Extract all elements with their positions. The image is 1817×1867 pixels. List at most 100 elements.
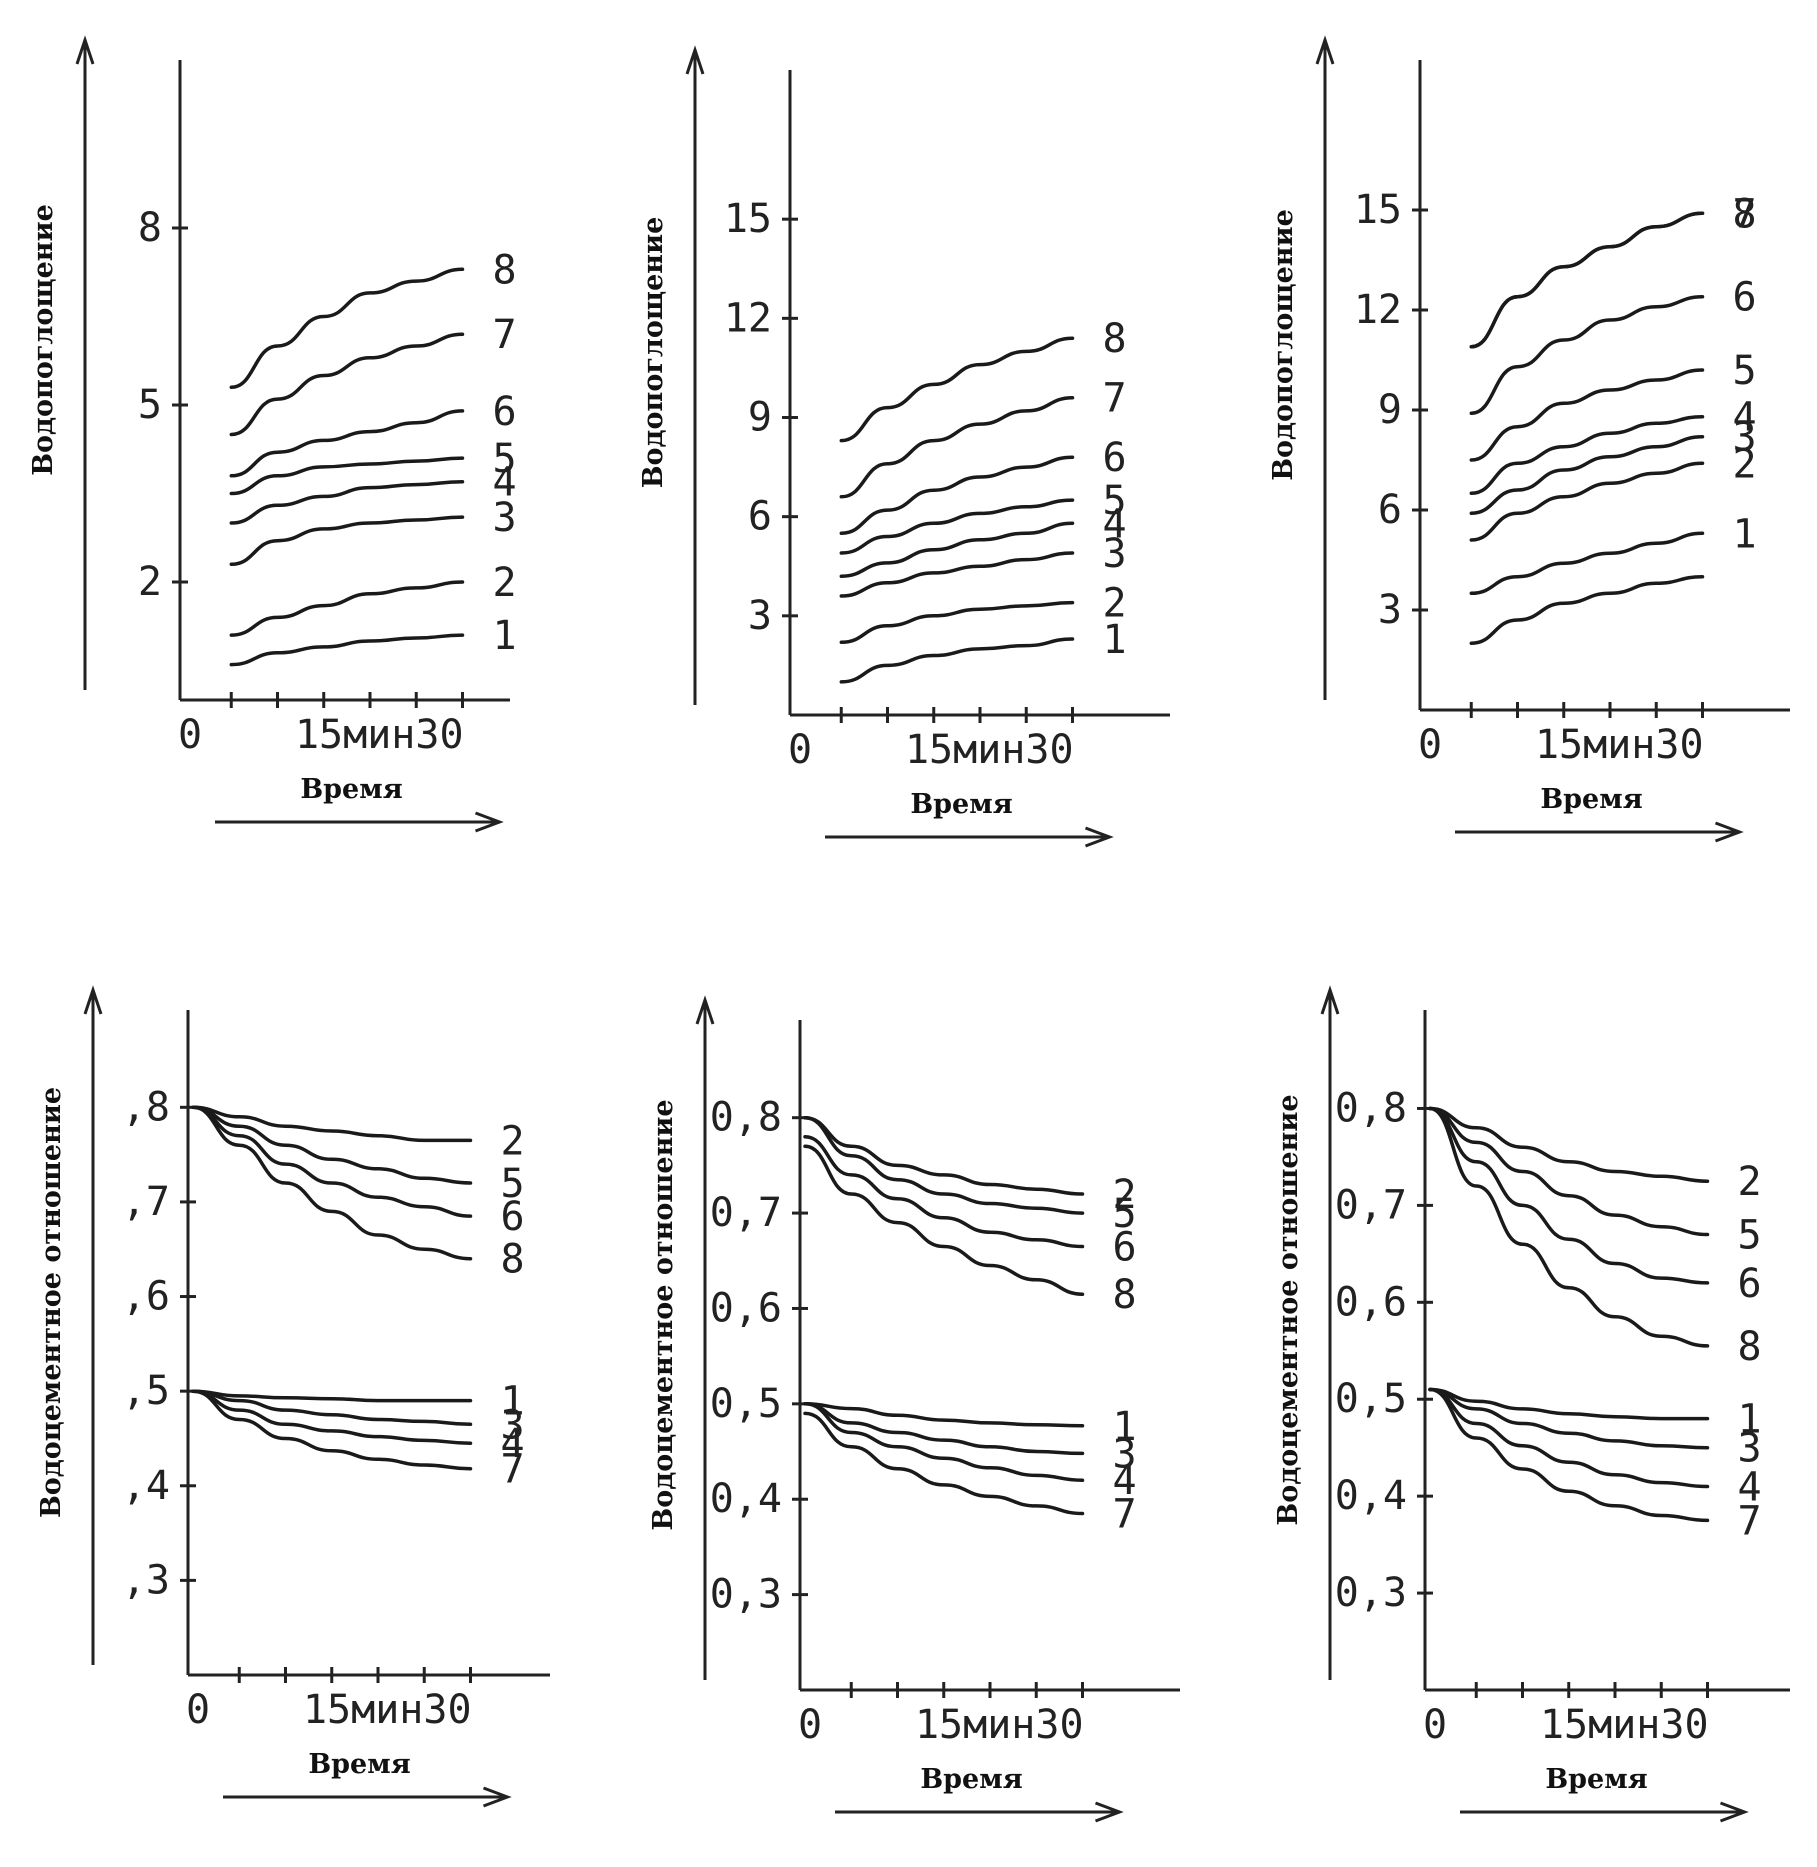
series-line-3: [1428, 1387, 1710, 1450]
y-tick-label: ,3: [122, 1557, 170, 1603]
y-tick-label: 6: [748, 494, 772, 540]
series-label: 3: [501, 1402, 525, 1448]
y-tick-label: 0,8: [710, 1095, 782, 1141]
series-label: 3: [1113, 1431, 1137, 1477]
series-line-7: [803, 1411, 1085, 1516]
series-line-2: [803, 1115, 1085, 1196]
series-label: 1: [1103, 617, 1127, 663]
y-arrow-head: [1315, 35, 1335, 65]
series-label: 6: [493, 389, 517, 435]
y-axis-title: Водопоглощение: [638, 217, 669, 489]
series-label: 1: [501, 1379, 525, 1425]
series-label: 2: [1738, 1159, 1762, 1205]
series-line-4: [1469, 414, 1705, 496]
x-tick-label: 0: [788, 727, 812, 773]
x-arrow-head: [1714, 821, 1744, 843]
series-line-6: [191, 1105, 473, 1218]
series-line-4: [191, 1389, 473, 1445]
series-label: 3: [1103, 531, 1127, 577]
series-line-3: [1469, 434, 1705, 516]
series-line-5: [1428, 1106, 1710, 1237]
x-tick-label: 0: [798, 1702, 822, 1748]
y-tick-label: 9: [748, 395, 772, 441]
series-line-3: [839, 551, 1075, 598]
series-line-4: [839, 521, 1075, 578]
series-line-1: [191, 1389, 473, 1403]
series-line-1: [803, 1402, 1085, 1428]
series-line-6: [1469, 294, 1705, 416]
y-tick-label: 3: [748, 593, 772, 639]
series-label: 2: [493, 560, 517, 606]
series-label: 2: [501, 1118, 525, 1164]
series-line-2: [1428, 1106, 1710, 1183]
x-tick-label: 15мин30: [905, 727, 1074, 773]
series-label: 4: [1738, 1464, 1762, 1510]
series-line-1: [1428, 1387, 1710, 1421]
y-axis-title: Водоцементное отношение: [36, 1087, 67, 1518]
series-label: 7: [1113, 1492, 1137, 1538]
series-line-3: [803, 1402, 1085, 1456]
x-arrow-head: [1094, 1801, 1124, 1823]
series-label: 5: [493, 436, 517, 482]
x-axis-title: Время: [920, 1764, 1022, 1795]
series-label: 8: [1738, 1324, 1762, 1370]
y-tick-label: ,6: [122, 1274, 170, 1320]
series-label: 4: [501, 1421, 525, 1467]
x-tick-label: 0: [1423, 1702, 1447, 1748]
y-arrow-head: [695, 995, 715, 1025]
x-arrow-head: [1084, 826, 1114, 848]
x-tick-label: 15мин30: [303, 1687, 472, 1733]
series-label: 7: [1738, 1498, 1762, 1544]
y-tick-label: 0,3: [1335, 1570, 1407, 1616]
x-arrow-head: [474, 811, 504, 833]
y-tick-label: 2: [138, 559, 162, 605]
series-line-2: [229, 580, 465, 637]
series-label: 2: [1113, 1172, 1137, 1218]
series-line-1: [1469, 531, 1705, 596]
x-tick-label: 15мин30: [1535, 722, 1704, 768]
series-line-unlabeled: [1469, 574, 1705, 646]
series-line-7: [229, 332, 465, 437]
y-arrow-head: [685, 45, 705, 75]
y-tick-label: ,4: [122, 1463, 170, 1509]
chart-panel-5: 0,3 0,4 0,5 0,6 0,7 0,8 0 15мин30 Время Водоцемен…: [648, 995, 1180, 1823]
x-tick-label: 0: [1418, 722, 1442, 768]
series-label: 5: [1113, 1191, 1137, 1237]
series-line-5: [803, 1115, 1085, 1215]
y-tick-label: 0,7: [1335, 1182, 1407, 1228]
series-line-1: [229, 633, 465, 667]
series-label: 6: [1103, 435, 1127, 481]
y-tick-label: 0,4: [1335, 1473, 1407, 1519]
series-label: 1: [1113, 1404, 1137, 1450]
y-axis-title: Водопоглощение: [1268, 209, 1299, 481]
y-axis-title: Водоцементное отношение: [648, 1099, 679, 1530]
y-tick-label: ,7: [122, 1179, 170, 1225]
series-label: 1: [1733, 511, 1757, 557]
series-line-7: [839, 395, 1075, 499]
y-tick-label: 9: [1378, 387, 1402, 433]
y-tick-label: ,5: [122, 1368, 170, 1414]
series-label: 2: [1733, 441, 1757, 487]
series-label: 1: [1738, 1397, 1762, 1443]
series-line-8: [839, 336, 1075, 443]
chart-panel-4: ,3 ,4 ,5 ,6 ,7 ,8 0 15мин30 Время Водоцементное о…: [36, 985, 550, 1808]
series-label: 6: [1738, 1261, 1762, 1307]
series-line-8: [191, 1105, 473, 1261]
series-line-4: [229, 479, 465, 525]
chart-panel-6: 0,3 0,4 0,5 0,6 0,7 0,8 0 15мин30 Время Водоцемен…: [1273, 985, 1790, 1823]
series-line-7: [1428, 1387, 1710, 1523]
y-tick-label: 6: [1378, 487, 1402, 533]
series-label: 4: [1733, 395, 1757, 441]
series-label: 3: [1733, 415, 1757, 461]
series-label: 4: [493, 460, 517, 506]
series-label: 1: [493, 613, 517, 659]
series-line-5: [191, 1105, 473, 1185]
series-label: 4: [1113, 1458, 1137, 1504]
y-axis-title: Водопоглощение: [28, 204, 59, 476]
series-line-6: [803, 1135, 1085, 1249]
y-arrow-head: [75, 35, 95, 65]
x-axis-title: Время: [1545, 1764, 1647, 1795]
